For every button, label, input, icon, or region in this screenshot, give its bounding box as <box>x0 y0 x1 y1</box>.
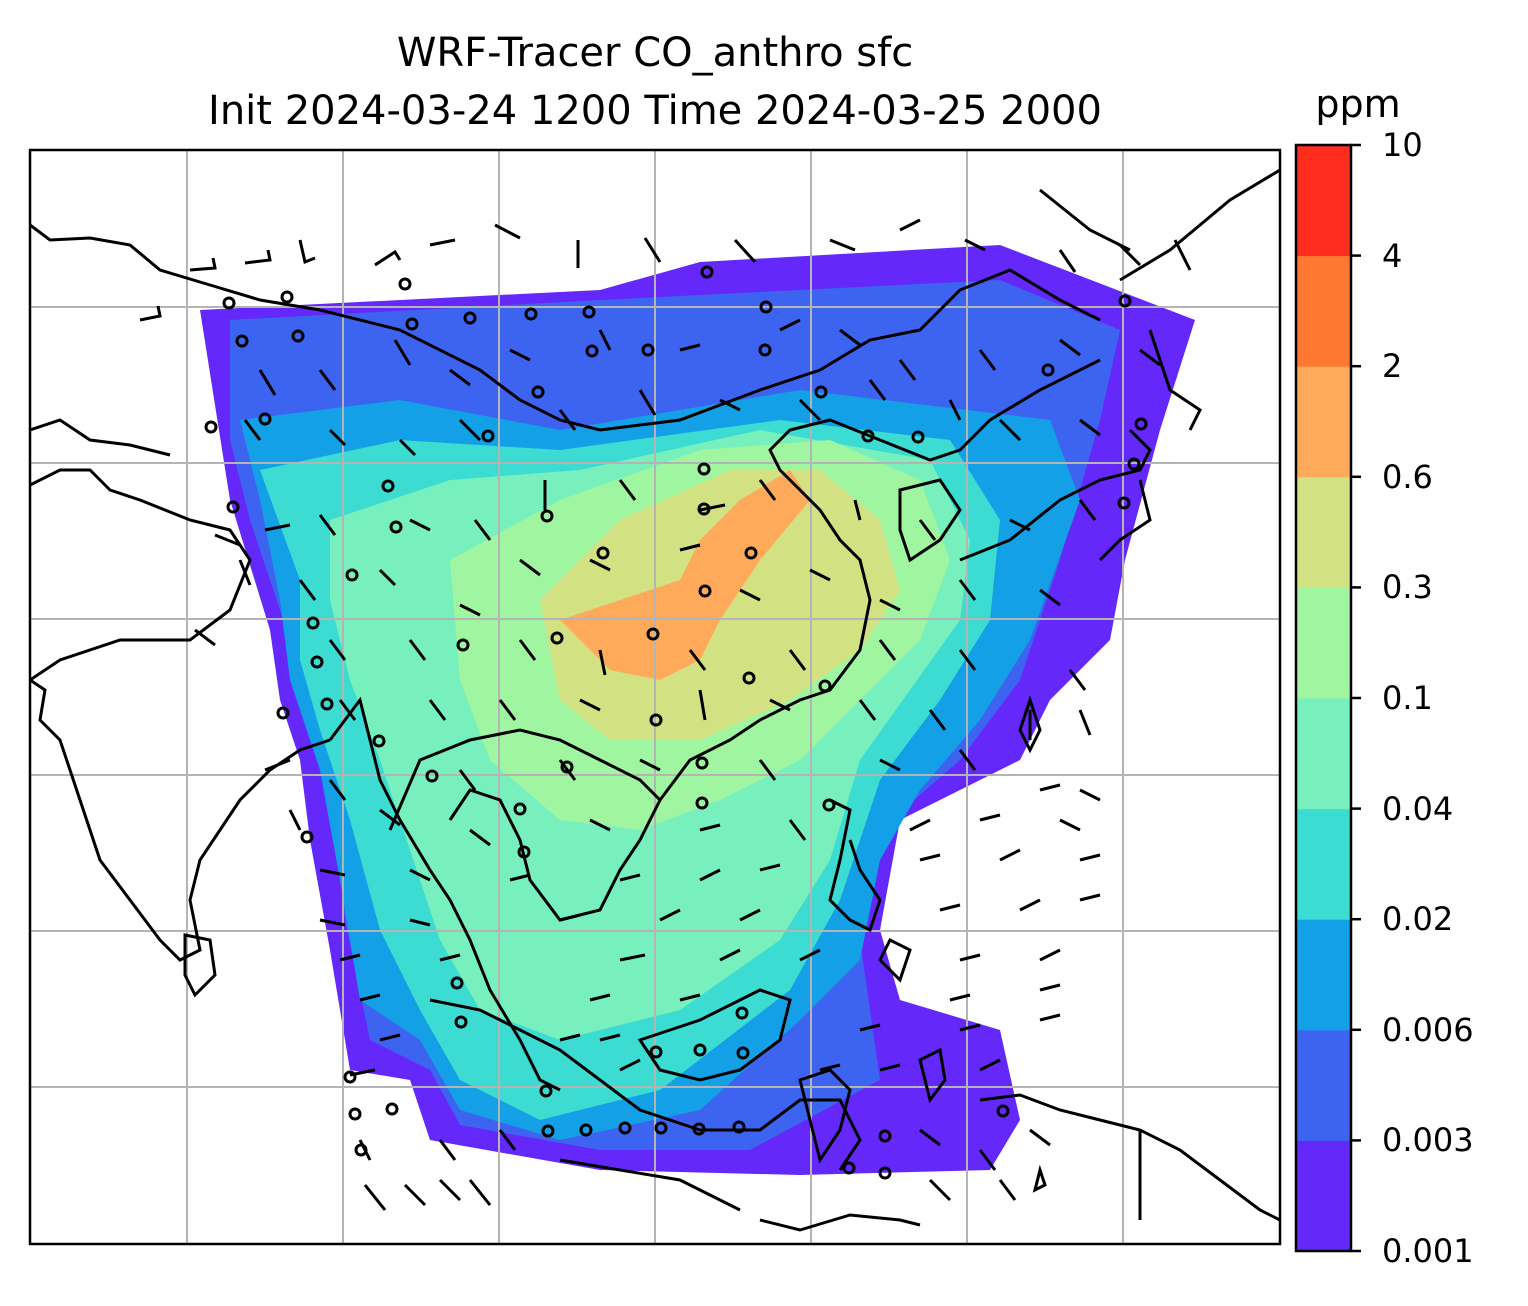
colorbar-segment <box>1296 808 1351 920</box>
colorbar-tick-label: 0.6 <box>1382 457 1433 496</box>
chart-subtitle: Init 2024-03-24 1200 Time 2024-03-25 200… <box>208 88 1102 134</box>
lat-lon-gridlines <box>30 150 1280 1244</box>
colorbar-segment <box>1296 1140 1351 1252</box>
colorbar-segment <box>1296 476 1351 588</box>
colorbar-segment <box>1296 919 1351 1031</box>
chart-title: WRF-Tracer CO_anthro sfc <box>396 30 914 76</box>
colorbar-tick-label: 0.02 <box>1382 900 1454 939</box>
colorbar-tick-label: 0.003 <box>1382 1121 1474 1160</box>
colorbar-tick-label: 0.001 <box>1382 1232 1474 1270</box>
colorbar-segment <box>1296 698 1351 810</box>
map-frame <box>28 148 1282 1246</box>
wind-barbs <box>139 218 1192 1211</box>
colorbar-segment <box>1296 255 1351 367</box>
colorbar-segment <box>1296 145 1351 257</box>
colorbar <box>1294 143 1361 1253</box>
colorbar-unit-label: ppm <box>1315 82 1401 126</box>
field-level-06 <box>560 470 810 680</box>
colorbar-segment <box>1296 366 1351 478</box>
colorbar-segment <box>1296 1029 1351 1141</box>
colorbar-tick-label: 2 <box>1382 347 1403 386</box>
colorbar-tick-label: 0.3 <box>1382 568 1433 607</box>
calm-wind-circles <box>204 265 1148 1180</box>
colorbar-tick-label: 0.1 <box>1382 679 1433 717</box>
colorbar-tick-label: 0.006 <box>1382 1010 1474 1049</box>
colorbar-segment <box>1296 587 1351 699</box>
colorbar-tick-label: 10 <box>1382 126 1423 164</box>
colorbar-tick-label: 4 <box>1382 236 1403 275</box>
colorbar-tick-label: 0.04 <box>1382 789 1454 828</box>
